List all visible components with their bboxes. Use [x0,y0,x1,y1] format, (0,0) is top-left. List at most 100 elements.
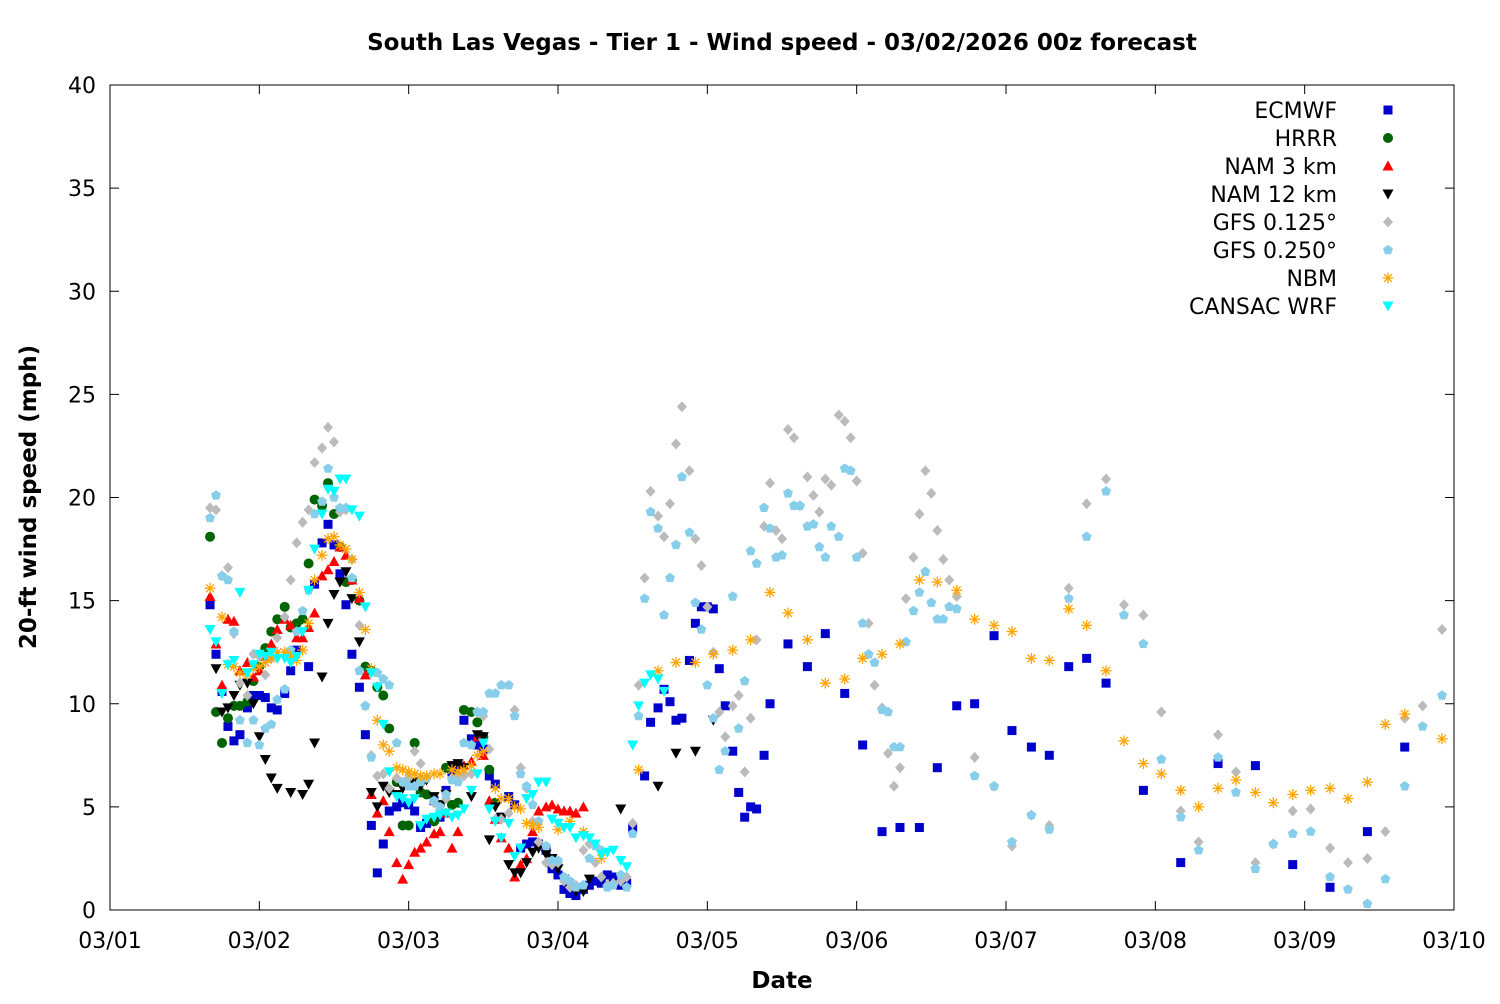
data-point-gfs-0-125 [889,780,899,792]
data-point-gfs-0-250 [739,675,750,686]
data-point-nam-12-km [340,567,352,578]
data-point-gfs-0-125 [720,731,731,743]
data-point-ecmwf [347,649,357,659]
data-point-nbm [1379,718,1391,730]
data-point-gfs-0-250 [429,795,439,805]
y-tick-label: 10 [68,693,96,718]
data-point-gfs-0-250 [1007,836,1017,847]
y-tick-label: 25 [68,383,96,408]
data-point-gfs-0-250 [1101,486,1111,496]
data-point-nam-12-km [371,802,383,813]
data-point-nam-3-km [403,859,415,870]
data-point-cansac-wrf [601,847,613,858]
data-point-cansac-wrf [658,686,670,697]
data-point-gfs-0-250 [684,527,695,537]
data-point-ecmwf [235,730,245,740]
data-point-gfs-0-250 [272,694,283,704]
data-point-gfs-0-250 [938,614,949,624]
x-tick-label: 03/04 [526,929,589,954]
data-point-gfs-0-250 [777,550,787,560]
data-point-gfs-0-250 [633,710,644,721]
data-point-gfs-0-125 [260,669,271,681]
data-point-nbm [1324,782,1336,794]
data-point-cansac-wrf [652,674,664,685]
data-point-gfs-0-125 [1417,700,1428,712]
data-point-ecmwf [378,839,388,849]
data-point-gfs-0-250 [229,626,239,636]
data-point-gfs-0-250 [384,680,395,690]
data-point-gfs-0-125 [633,679,644,691]
data-point-nam-3-km [371,807,383,818]
data-point-gfs-0-125 [645,485,656,497]
data-point-nam-12-km [247,699,259,710]
data-point-gfs-0-250 [453,776,463,787]
data-point-gfs-0-250 [527,799,538,809]
data-point-ecmwf [677,713,687,723]
data-point-gfs-0-250 [845,465,856,475]
series-ecmwf [205,519,1410,901]
data-point-nam-12-km [689,746,701,757]
data-point-cansac-wrf [340,474,352,485]
data-point-ecmwf [360,730,370,740]
data-point-cansac-wrf [615,856,627,866]
data-point-gfs-0-250 [1119,609,1129,620]
data-point-gfs-0-125 [938,553,949,565]
data-point-gfs-0-125 [297,516,308,528]
series-gfs-0-125 [205,401,1448,893]
data-point-nbm [633,764,645,776]
data-point-nbm [1081,619,1093,631]
data-point-ecmwf [820,629,830,639]
data-point-nam-3-km [527,826,539,837]
data-point-ecmwf [223,721,233,731]
data-point-cansac-wrf [521,794,533,805]
data-point-hrrr [403,820,414,831]
data-point-cansac-wrf [540,777,552,788]
data-point-hrrr [484,764,495,775]
data-point-gfs-0-250 [833,531,844,541]
data-point-ecmwf [304,662,314,672]
data-point-gfs-0-250 [851,552,862,562]
data-point-ecmwf [528,837,538,847]
data-point-nbm [1063,603,1075,615]
data-point-ecmwf [914,823,924,832]
data-point-hrrr [279,601,290,612]
data-point-nbm [216,611,228,623]
data-point-gfs-0-250 [895,741,905,752]
data-point-gfs-0-125 [900,593,911,605]
data-point-cansac-wrf [546,814,558,825]
data-point-gfs-0-125 [670,438,681,450]
data-point-nbm [689,657,701,668]
data-point-gfs-0-250 [826,521,837,531]
data-point-nbm [1137,758,1149,770]
data-point-gfs-0-125 [745,712,756,724]
data-point-cansac-wrf [533,777,545,788]
data-point-nam-3-km [241,657,253,667]
data-point-nbm [353,586,365,598]
y-axis-label: 20-ft wind speed (mph) [16,345,42,649]
data-point-cansac-wrf [371,682,383,693]
data-point-cansac-wrf [359,602,371,613]
data-point-ecmwf [1250,761,1260,771]
data-point-gfs-0-125 [951,591,962,602]
data-point-gfs-0-250 [1156,754,1167,764]
data-point-ecmwf [684,655,694,665]
data-point-cansac-wrf [633,701,645,712]
data-point-nam-12-km [527,847,539,858]
data-point-nbm [707,648,719,660]
data-point-nam-3-km [328,555,340,566]
data-point-gfs-0-250 [714,764,725,774]
data-point-ecmwf [970,699,980,709]
data-point-nam-3-km [577,801,589,812]
data-point-nbm [839,673,851,685]
data-point-ecmwf [272,705,282,715]
data-point-nbm [515,803,527,815]
data-point-nam-12-km [377,781,389,792]
data-point-gfs-0-250 [521,781,532,791]
data-point-gfs-0-125 [242,690,253,701]
data-point-ecmwf [229,736,239,746]
data-point-gfs-0-250 [969,770,980,781]
data-point-ecmwf [783,639,793,649]
data-point-ecmwf [728,746,738,756]
data-point-gfs-0-125 [869,679,880,691]
data-point-gfs-0-250 [309,508,320,519]
